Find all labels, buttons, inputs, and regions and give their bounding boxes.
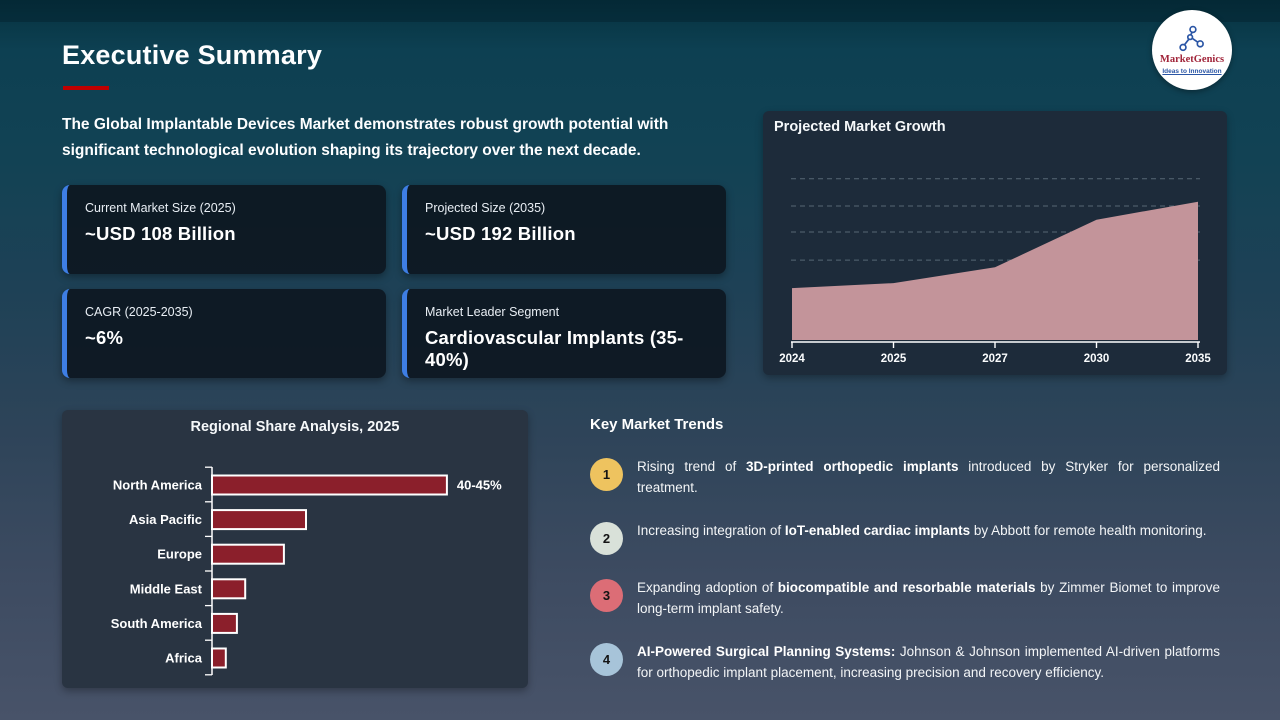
- bar-south-america: [211, 612, 238, 634]
- trend-number-badge: 2: [590, 522, 623, 555]
- stat-label: Market Leader Segment: [425, 305, 560, 319]
- area-series: [792, 201, 1198, 340]
- bar-asia-pacific: [211, 509, 307, 531]
- category-label: South America: [111, 616, 203, 631]
- regional-chart-title: Regional Share Analysis, 2025: [190, 419, 400, 435]
- growth-chart-title: Projected Market Growth: [774, 119, 946, 135]
- stat-card-cagr: CAGR (2025-2035) ~6%: [62, 289, 386, 378]
- bar-africa: [211, 647, 227, 669]
- category-label: North America: [113, 478, 203, 493]
- marketgenics-logo: MarketGenics Ideas to Innovation: [1152, 10, 1232, 90]
- trend-item-4: 4 AI-Powered Surgical Planning Systems: J…: [590, 641, 1220, 683]
- trend-item-2: 2 Increasing integration of IoT-enabled c…: [590, 520, 1220, 555]
- regional-share-card: Regional Share Analysis, 2025 North Amer…: [62, 410, 528, 688]
- bar-europe: [211, 543, 285, 565]
- stat-label: Projected Size (2035): [425, 201, 546, 215]
- stat-label: Current Market Size (2025): [85, 201, 236, 215]
- stat-card-market-leader: Market Leader Segment Cardiovascular Imp…: [402, 289, 726, 378]
- x-tick-label: 2024: [779, 353, 805, 365]
- trend-text: AI-Powered Surgical Planning Systems: Jo…: [637, 644, 1220, 680]
- x-tick-label: 2025: [881, 353, 907, 365]
- page-title: Executive Summary: [62, 40, 323, 70]
- top-band: [0, 0, 1280, 22]
- growth-area-chart: 2024 2025 2027 2030 2035: [779, 178, 1211, 365]
- stat-value: Cardiovascular Implants (35-40%): [425, 327, 684, 370]
- trend-text: Rising trend of 3D-printed orthopedic im…: [637, 459, 1220, 495]
- stat-value: ~USD 108 Billion: [85, 223, 236, 244]
- stat-value: ~USD 192 Billion: [425, 223, 576, 244]
- title-underline: [63, 86, 109, 90]
- trend-text: Expanding adoption of biocompatible and …: [637, 580, 1221, 616]
- trend-number-badge: 1: [590, 458, 623, 491]
- regional-bar-chart: North America 40-45% Asia Pacific Europe Mid…: [111, 466, 502, 676]
- x-tick-label: 2035: [1185, 353, 1211, 365]
- category-label: Middle East: [130, 581, 203, 596]
- stat-value: ~6%: [85, 327, 124, 348]
- projected-market-growth-card: Projected Market Growth 2024 2025 2027 2030…: [763, 111, 1227, 375]
- trend-list: 1 Rising trend of 3D-printed orthopedic i…: [590, 456, 1220, 683]
- category-label: Asia Pacific: [129, 512, 202, 527]
- trends-title: Key Market Trends: [590, 416, 724, 433]
- data-label: 40-45%: [457, 478, 502, 493]
- trend-text: Increasing integration of IoT-enabled ca…: [637, 523, 1207, 538]
- category-label: Africa: [165, 651, 203, 666]
- x-tick-label: 2030: [1084, 353, 1110, 365]
- intro-paragraph: The Global Implantable Devices Market de…: [62, 116, 669, 159]
- stat-card-current-market-size: Current Market Size (2025) ~USD 108 Bill…: [62, 185, 386, 274]
- trend-item-1: 1 Rising trend of 3D-printed orthopedic i…: [590, 456, 1220, 498]
- bar-north-america: [211, 474, 448, 496]
- trend-item-3: 3 Expanding adoption of biocompatible and…: [590, 577, 1220, 619]
- molecule-icon: [1179, 25, 1204, 52]
- category-label: Europe: [157, 547, 202, 562]
- logo-tagline: Ideas to Innovation: [1162, 67, 1222, 75]
- logo-name: MarketGenics: [1159, 54, 1225, 66]
- stat-label: CAGR (2025-2035): [85, 305, 193, 319]
- stat-card-projected-size: Projected Size (2035) ~USD 192 Billion: [402, 185, 726, 274]
- key-market-trends-section: Key Market Trends 1 Rising trend of 3D-pr…: [590, 410, 1220, 683]
- trend-number-badge: 4: [590, 643, 623, 676]
- trend-number-badge: 3: [590, 579, 623, 612]
- x-tick-label: 2027: [982, 353, 1008, 365]
- bar-middle-east: [211, 578, 247, 600]
